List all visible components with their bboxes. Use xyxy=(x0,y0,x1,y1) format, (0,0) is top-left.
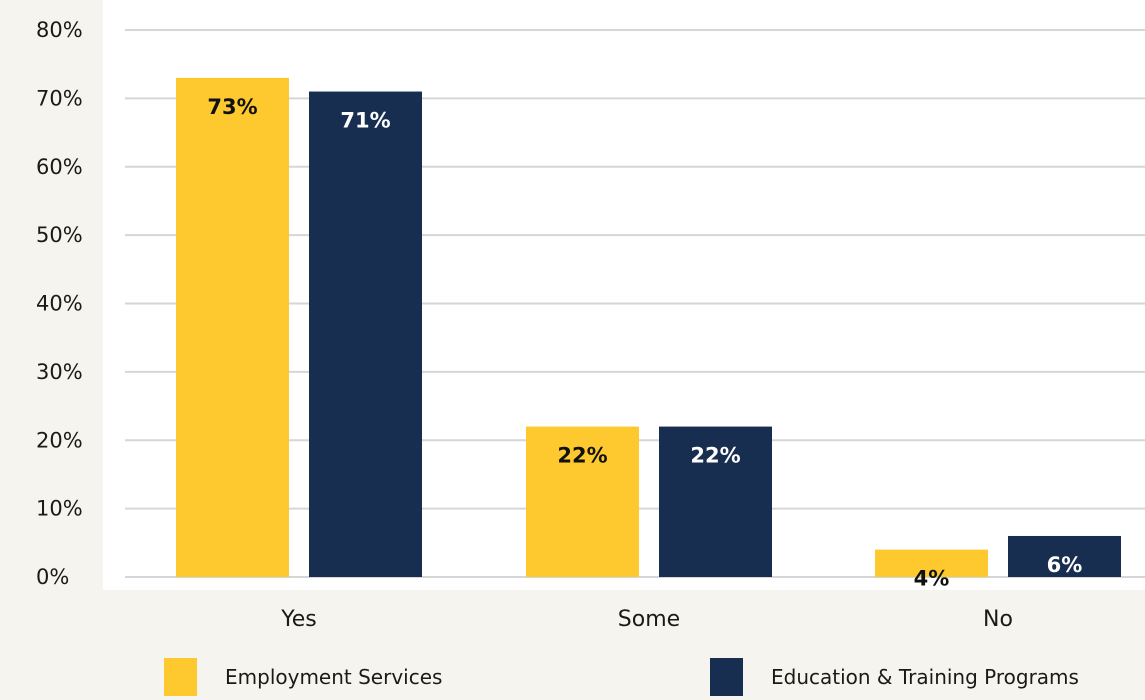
bar-no-employment-services xyxy=(875,549,988,577)
y-axis-ticks: 0% 10% 20% 30% 40% 50% 60% 70% 80% xyxy=(36,18,83,589)
data-label-some-employment-services: 22% xyxy=(557,444,607,468)
legend-label-education-training: Education & Training Programs xyxy=(771,665,1079,689)
y-tick-label-80: 80% xyxy=(36,18,83,42)
data-labels: 73% 71% 22% 22% 4% 6% xyxy=(207,95,1082,591)
legend: Employment Services Education & Training… xyxy=(0,658,1145,696)
legend-label-employment-services: Employment Services xyxy=(225,665,443,689)
x-axis-categories: Yes Some No xyxy=(280,607,1013,632)
bar-some-education-training-programs xyxy=(659,426,772,577)
legend-swatch-education-training xyxy=(710,658,743,696)
y-tick-label-30: 30% xyxy=(36,360,83,384)
data-label-no-employment-services: 4% xyxy=(914,567,950,591)
category-label-yes: Yes xyxy=(280,607,317,632)
category-label-no: No xyxy=(983,607,1013,632)
legend-item-education-training: Education & Training Programs xyxy=(710,658,1079,696)
y-tick-label-40: 40% xyxy=(36,292,83,316)
y-tick-label-10: 10% xyxy=(36,497,83,521)
y-tick-label-60: 60% xyxy=(36,155,83,179)
y-tick-label-20: 20% xyxy=(36,428,83,452)
data-label-yes-education-training-programs: 71% xyxy=(340,109,390,133)
bar-yes-employment-services xyxy=(176,77,289,578)
bar-yes-education-training-programs xyxy=(309,91,422,577)
data-label-some-education-training-programs: 22% xyxy=(690,444,740,468)
y-tick-label-70: 70% xyxy=(36,86,83,110)
bar-no-education-training-programs xyxy=(1008,535,1121,577)
y-tick-label-0: 0% xyxy=(36,565,69,589)
bar-some-employment-services xyxy=(526,426,639,577)
data-label-yes-employment-services: 73% xyxy=(207,95,257,119)
legend-swatch-employment-services xyxy=(164,658,197,696)
bars xyxy=(176,77,1121,578)
legend-item-employment-services: Employment Services xyxy=(164,658,442,696)
category-label-some: Some xyxy=(618,607,680,632)
data-label-no-education-training-programs: 6% xyxy=(1047,553,1083,577)
y-tick-label-50: 50% xyxy=(36,223,83,247)
